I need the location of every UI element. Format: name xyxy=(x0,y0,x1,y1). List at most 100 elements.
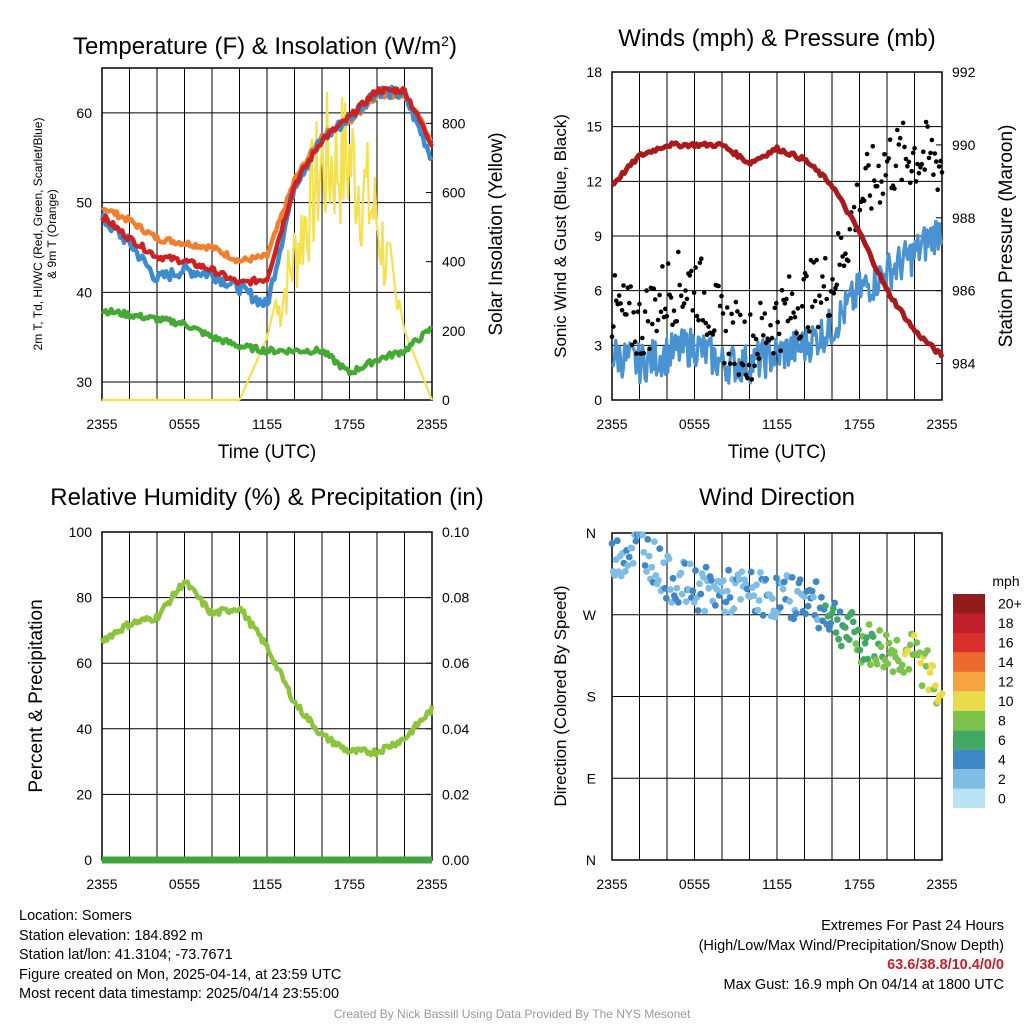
gust-point xyxy=(801,277,806,282)
direction-point xyxy=(827,619,835,627)
direction-point xyxy=(725,566,732,574)
x-tick-label: 2355 xyxy=(86,416,117,432)
direction-point xyxy=(661,584,669,592)
gust-point xyxy=(922,167,927,172)
direction-point xyxy=(632,537,640,545)
direction-point xyxy=(643,568,650,575)
gust-point xyxy=(830,277,835,282)
direction-point xyxy=(906,641,914,649)
direction-point xyxy=(723,587,731,595)
chart-title: Wind Direction xyxy=(699,484,855,511)
direction-point xyxy=(938,690,946,697)
gust-point xyxy=(837,262,842,268)
credit-text: Created By Nick Bassill Using Data Provi… xyxy=(333,1007,691,1021)
gust-point xyxy=(641,350,646,356)
y-tick-label: S xyxy=(587,689,596,705)
colorbar-tick-label: 8 xyxy=(998,713,1006,729)
y2-tick-label: 0.02 xyxy=(442,786,469,802)
direction-point xyxy=(754,606,762,614)
gust-point xyxy=(915,161,920,167)
direction-point xyxy=(705,584,713,592)
gust-point xyxy=(729,311,734,317)
direction-point xyxy=(655,576,662,584)
gust-point xyxy=(687,273,693,278)
y-axis-label: 2m T, Td, HI/WC (Red, Green, Scarlet/Blu… xyxy=(31,118,45,351)
gust-point xyxy=(864,151,870,157)
x-tick-label: 1755 xyxy=(844,416,875,432)
direction-point xyxy=(885,639,893,647)
chart-title: Relative Humidity (%) & Precipitation (i… xyxy=(50,484,483,511)
direction-point xyxy=(757,569,764,576)
gust-point xyxy=(876,163,881,169)
series-line-station-pressure xyxy=(610,140,945,359)
gust-point xyxy=(814,257,819,263)
gust-point xyxy=(742,319,747,325)
direction-point xyxy=(926,669,934,676)
direction-point xyxy=(788,574,796,581)
direction-point xyxy=(910,632,918,639)
gust-point xyxy=(628,284,633,289)
direction-point xyxy=(877,643,885,651)
gust-point xyxy=(755,351,760,357)
direction-point xyxy=(613,537,621,545)
gust-point xyxy=(896,142,902,147)
y2-tick-label: 0.04 xyxy=(442,721,469,737)
gust-point xyxy=(909,168,914,174)
gust-point xyxy=(694,313,700,319)
gust-point xyxy=(664,314,670,319)
direction-point xyxy=(662,594,670,602)
gust-point xyxy=(701,290,707,295)
colorbar-tick-label: 14 xyxy=(998,654,1014,670)
x-tick-label: 2355 xyxy=(416,416,447,432)
gust-point xyxy=(841,263,847,269)
gust-point xyxy=(788,315,793,321)
y-axis-label: Sonic Wind & Gust (Blue, Black) xyxy=(551,114,570,358)
gust-point xyxy=(635,309,641,315)
gust-point xyxy=(877,200,883,205)
direction-point xyxy=(644,536,652,543)
direction-point xyxy=(876,627,884,634)
extremes-desc: (High/Low/Max Wind/Precipitation/Snow De… xyxy=(698,937,1004,954)
gust-point xyxy=(897,135,903,141)
y-axis-label: Direction (Colored By Speed) xyxy=(551,585,570,806)
gust-point xyxy=(736,372,742,377)
gust-point xyxy=(700,318,706,323)
gust-point xyxy=(812,298,818,304)
direction-point xyxy=(755,597,763,604)
gust-point xyxy=(691,290,697,296)
gust-point xyxy=(631,310,636,315)
direction-point xyxy=(804,602,812,610)
direction-point xyxy=(776,604,784,611)
direction-point xyxy=(721,608,729,616)
y2-tick-label: 990 xyxy=(952,137,976,153)
direction-point xyxy=(648,563,656,571)
direction-point xyxy=(792,610,800,617)
direction-point xyxy=(848,609,856,616)
y2-tick-label: 992 xyxy=(952,64,976,80)
direction-point xyxy=(712,602,719,609)
direction-point xyxy=(837,642,845,650)
gust-point xyxy=(749,377,755,382)
x-tick-label: 1755 xyxy=(844,876,875,892)
direction-point xyxy=(629,559,637,567)
extremes-title: Extremes For Past 24 Hours xyxy=(821,918,1004,934)
y2-tick-label: 988 xyxy=(952,210,976,226)
gust-point xyxy=(789,291,795,297)
chart-title: Winds (mph) & Pressure (mb) xyxy=(618,25,935,52)
direction-point xyxy=(677,569,685,577)
x-tick-label: 2355 xyxy=(596,876,627,892)
gust-point xyxy=(652,297,658,302)
gust-point xyxy=(785,318,791,324)
gust-point xyxy=(843,251,848,256)
y2-tick-label: 0.06 xyxy=(442,655,469,671)
colorbar-swatch xyxy=(953,749,985,770)
y2-tick-label: 400 xyxy=(442,254,466,270)
gust-point xyxy=(753,336,759,342)
x-tick-label: 2355 xyxy=(926,876,957,892)
direction-point xyxy=(625,553,633,561)
direction-point xyxy=(884,660,892,668)
direction-point xyxy=(917,659,925,667)
gust-point xyxy=(645,319,651,324)
direction-point xyxy=(651,538,658,545)
x-tick-label: 2355 xyxy=(926,416,957,432)
